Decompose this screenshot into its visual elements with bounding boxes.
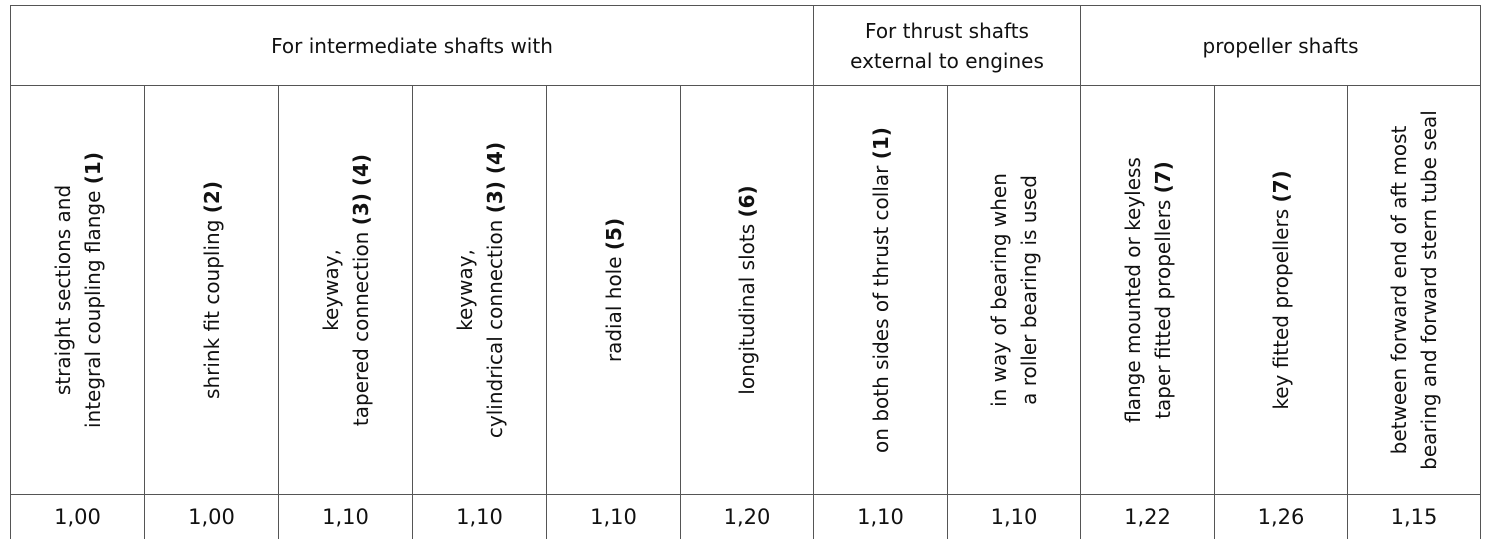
shaft-factor-table: For intermediate shafts with For thrust … [10, 5, 1482, 539]
column-header-ref: (5) [601, 217, 626, 251]
factor-value: 1,15 [1347, 494, 1482, 539]
group-thrust-label-2: external to engines [850, 48, 1044, 73]
factor-value: 1,10 [946, 494, 1082, 539]
group-header-row: For intermediate shafts with For thrust … [10, 5, 1482, 86]
column-header-ref: (1) [868, 127, 893, 160]
column-header-line1: in way of bearing when [987, 173, 1011, 407]
factor-value: 1,10 [813, 494, 948, 539]
group-propeller-shafts: propeller shafts [1080, 5, 1482, 86]
factor-value: 1,10 [546, 494, 681, 539]
column-header: longitudinal slots (6) [680, 85, 814, 495]
column-header: in way of bearing when a roller bearing … [946, 85, 1082, 495]
column-header-ref: (3) (4) [482, 141, 507, 214]
column-header-row: straight sections and integral coupling … [10, 85, 1482, 495]
column-header-ref: (3) (4) [348, 153, 373, 226]
column-header-ref: (7) [1150, 161, 1175, 194]
column-header-line2: key fitted propellers [1269, 208, 1294, 410]
group-intermediate-shafts: For intermediate shafts with [10, 5, 814, 86]
factor-value-row: 1,00 1,00 1,10 1,10 1,10 1,20 1,10 1,10 … [10, 494, 1482, 539]
column-header-line2: radial hole [601, 256, 626, 363]
column-header-line2: a roller bearing is used [1017, 175, 1041, 405]
column-header-line2: cylindrical connection [482, 219, 507, 439]
column-header-line1: keyway, [318, 249, 343, 331]
column-header-ref: (7) [1269, 170, 1294, 203]
column-header-line1: keyway, [452, 249, 477, 331]
column-header-line1: flange mounted or keyless [1120, 157, 1145, 423]
group-intermediate-label: For intermediate shafts with [271, 33, 553, 58]
column-header-line2: bearing and forward stern tube seal [1417, 110, 1442, 470]
column-header-ref: (2) [199, 181, 224, 214]
column-header-line2: shrink fit coupling [199, 219, 224, 399]
column-header-line2: taper fitted propellers [1150, 199, 1175, 419]
column-header: keyway, tapered connection (3) (4) [278, 85, 413, 495]
column-header: key fitted propellers (7) [1214, 85, 1349, 495]
group-thrust-label-1: For thrust shafts [865, 18, 1029, 43]
column-header: flange mounted or keyless taper fitted p… [1080, 85, 1216, 495]
factor-value: 1,22 [1080, 494, 1216, 539]
column-header-line1: straight sections and [50, 184, 75, 396]
factor-value: 1,10 [412, 494, 547, 539]
group-propeller-label: propeller shafts [1202, 33, 1359, 58]
column-header: radial hole (5) [546, 85, 681, 495]
column-header-line1: between forward end of aft most [1387, 125, 1412, 455]
factor-value: 1,20 [680, 494, 814, 539]
factor-value: 1,00 [10, 494, 145, 539]
column-header: straight sections and integral coupling … [10, 85, 145, 495]
group-thrust-shafts: For thrust shafts external to engines [812, 5, 1082, 86]
factor-value: 1,00 [144, 494, 279, 539]
column-header: on both sides of thrust collar (1) [813, 85, 948, 495]
column-header-line2: tapered connection [348, 231, 373, 427]
factor-value: 1,26 [1214, 494, 1349, 539]
column-header-line2: integral coupling flange [80, 190, 105, 429]
column-header: between forward end of aft most bearing … [1347, 85, 1482, 495]
column-header: keyway, cylindrical connection (3) (4) [412, 85, 547, 495]
column-header-line2: longitudinal slots [735, 223, 759, 395]
column-header-line2: on both sides of thrust collar [868, 165, 893, 453]
column-header-ref: (6) [735, 185, 759, 218]
column-header-ref: (1) [80, 152, 105, 185]
factor-value: 1,10 [278, 494, 413, 539]
column-header: shrink fit coupling (2) [144, 85, 279, 495]
